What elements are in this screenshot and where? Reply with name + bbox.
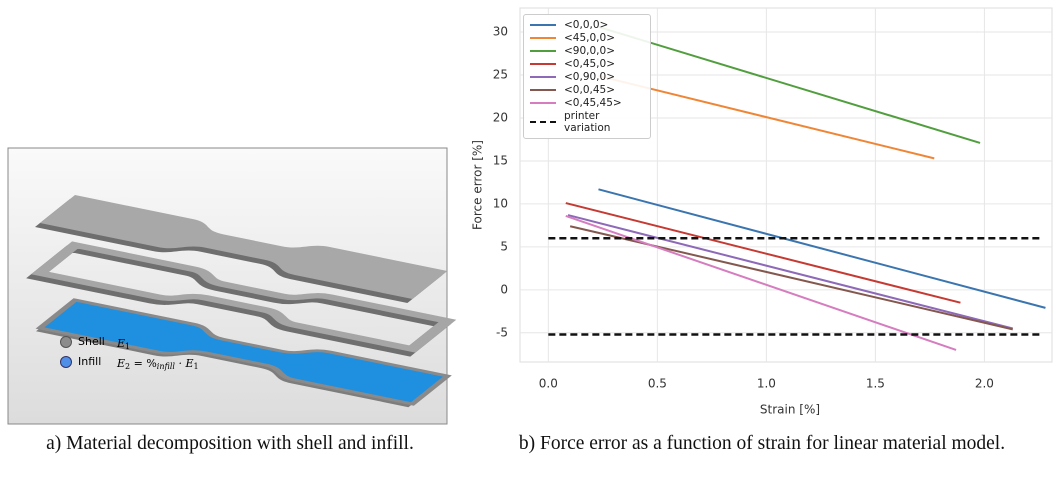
legend-label: printer variation [564,110,611,134]
series-line [565,202,961,304]
caption-a: a) Material decomposition with shell and… [46,433,414,454]
legend-entry: <90,0,0> [526,45,648,57]
y-tick-label: 10 [493,196,508,210]
y-tick-label: 25 [493,68,508,82]
legend-entry: <0,0,0> [526,19,648,31]
y-tick-label: 5 [500,239,508,253]
legend-swatch [530,24,556,26]
x-tick-label: 0.5 [648,377,667,391]
legend-swatch [530,89,556,91]
x-tick-label: 2.0 [975,377,994,391]
legend-label: <0,45,45> [564,97,622,109]
legend-label: <0,45,0> [564,58,615,70]
y-tick-label: 20 [493,110,508,124]
legend-entry: printer variation [526,110,648,134]
y-axis-label: Force error [%] [471,140,485,230]
y-tick-label: 15 [493,153,508,167]
series-line [567,214,1014,330]
infill-symbol: E2 = %infill · E1 [116,357,199,371]
infill-label: Infill [78,355,101,368]
legend-swatch [530,76,556,78]
x-axis-label: Strain [%] [760,403,820,417]
series-line [598,188,1046,309]
legend-entry: <0,90,0> [526,71,648,83]
x-tick-label: 1.0 [757,377,776,391]
legend-label: <45,0,0> [564,32,615,44]
series-line [598,74,935,160]
legend-entry: <0,45,45> [526,97,648,109]
y-tick-label: 30 [493,25,508,39]
legend-label: <0,90,0> [564,71,615,83]
series-line [548,237,1042,336]
legend-label: <90,0,0> [564,45,615,57]
legend: <0,0,0> <45,0,0> <90,0,0> <0,45,0> <0,90,0> <… [523,14,651,139]
x-tick-label: 0.0 [539,377,558,391]
legend-swatch [530,102,556,104]
legend-label: <0,0,0> [564,19,609,31]
series-line [598,25,981,144]
legend-swatch [530,121,556,123]
y-tick-label: 0 [500,282,508,296]
legend-swatch [530,63,556,65]
y-tick-label: -5 [496,325,508,339]
legend-swatch [530,50,556,52]
legend-swatch [530,37,556,39]
legend-entry: <0,45,0> [526,58,648,70]
infill-dot [60,356,72,368]
shell-dot [60,336,72,348]
caption-b: b) Force error as a function of strain f… [518,433,1006,454]
illustration: Shell E1 Infill E2 = %infill · E1 [7,147,460,425]
legend-entry: <0,0,45> [526,84,648,96]
x-tick-label: 1.5 [866,377,885,391]
legend-label: <0,0,45> [564,84,615,96]
shell-symbol: E1 [116,337,130,351]
legend-entry: <45,0,0> [526,32,648,44]
shell-label: Shell [78,335,105,348]
